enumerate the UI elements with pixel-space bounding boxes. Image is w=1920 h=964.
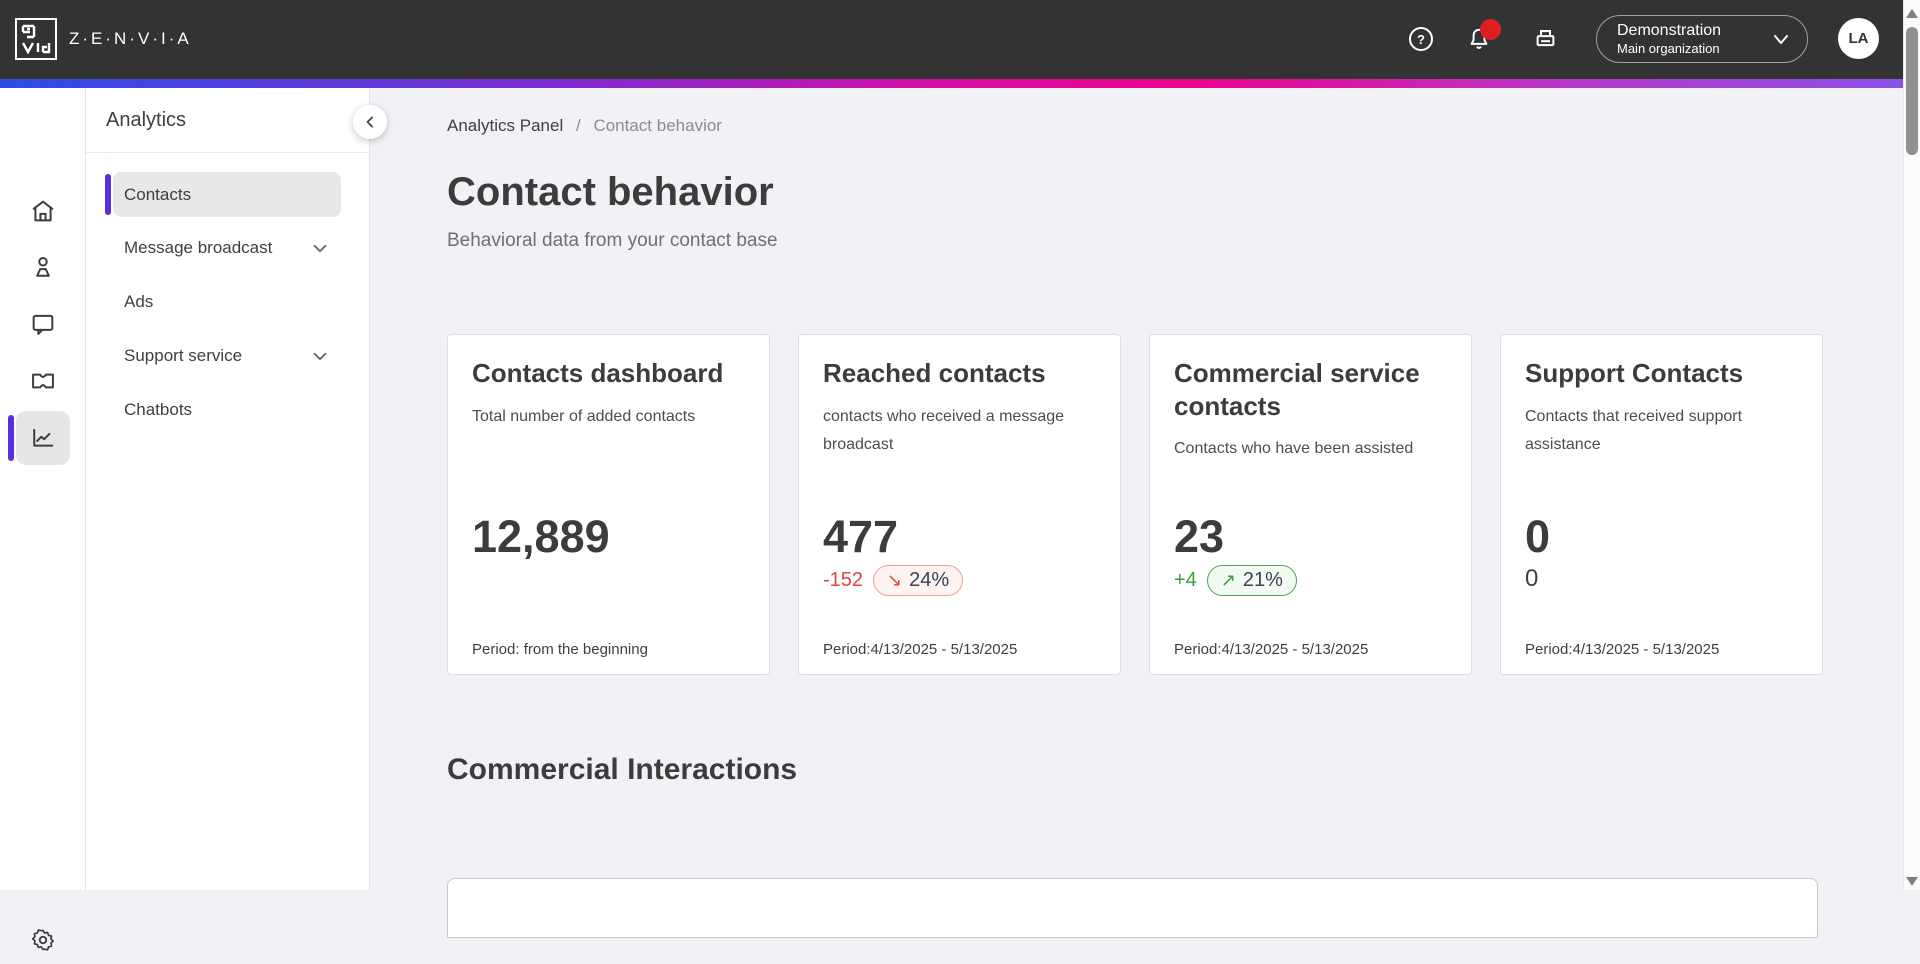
breadcrumb: Analytics Panel / Contact behavior — [447, 116, 722, 136]
breadcrumb-current: Contact behavior — [593, 116, 722, 135]
breadcrumb-separator: / — [576, 116, 581, 135]
svg-text:?: ? — [1417, 32, 1425, 47]
chevron-down-icon — [309, 345, 331, 367]
scrollbar-up-arrow[interactable] — [1906, 9, 1918, 18]
card-value: 477 — [823, 511, 898, 563]
home-icon[interactable] — [19, 187, 67, 235]
sidebar-item-message-broadcast[interactable]: Message broadcast — [113, 226, 341, 270]
chevron-left-icon — [360, 112, 380, 132]
card-reached-contacts: Reached contacts contacts who received a… — [798, 334, 1121, 675]
card-delta-row: +4 ↗ 21% — [1174, 565, 1297, 596]
active-rail-indicator — [8, 415, 14, 461]
contacts-icon[interactable] — [19, 243, 67, 291]
commercial-interactions-card — [447, 878, 1818, 938]
conversations-icon[interactable] — [19, 300, 67, 348]
sidebar-item-label: Message broadcast — [124, 238, 272, 258]
active-item-indicator — [105, 174, 111, 215]
brand-text: Z·E·N·V·I·A — [69, 29, 192, 49]
card-value: 0 — [1525, 511, 1550, 563]
card-contacts-dashboard: Contacts dashboard Total number of added… — [447, 334, 770, 675]
collapse-sidebar-button[interactable] — [353, 105, 387, 139]
sidebar-item-support-service[interactable]: Support service — [113, 334, 341, 378]
sidebar-title: Analytics — [106, 109, 186, 132]
card-period: Period:4/13/2025 - 5/13/2025 — [1525, 641, 1719, 658]
page-title: Contact behavior — [447, 170, 774, 215]
organization-switcher[interactable]: Demonstration Main organization — [1596, 15, 1808, 63]
printer-icon[interactable] — [1532, 26, 1558, 52]
notifications-bell-icon[interactable] — [1466, 26, 1492, 52]
sidebar-divider — [86, 152, 369, 153]
card-period: Period:4/13/2025 - 5/13/2025 — [1174, 641, 1368, 658]
card-commercial-service-contacts: Commercial service contacts Contacts who… — [1149, 334, 1472, 675]
trend-badge: ↗ 21% — [1207, 565, 1297, 596]
chevron-down-icon — [309, 237, 331, 259]
kpi-cards-row: Contacts dashboard Total number of added… — [447, 334, 1823, 675]
section-title-commercial-interactions: Commercial Interactions — [447, 753, 797, 787]
help-icon[interactable]: ? — [1408, 26, 1434, 52]
card-value: 23 — [1174, 511, 1224, 563]
delta-value: -152 — [823, 569, 863, 592]
card-delta-row: -152 ↘ 24% — [823, 565, 963, 596]
chevron-down-icon — [1769, 27, 1793, 51]
main-content: Analytics Panel / Contact behavior Conta… — [370, 88, 1903, 890]
trend-percent: 24% — [909, 569, 949, 592]
sidebar-item-label: Ads — [124, 292, 153, 312]
trend-down-icon: ↘ — [887, 570, 902, 591]
card-description: Total number of added contacts — [472, 403, 745, 432]
trend-up-icon: ↗ — [1221, 570, 1236, 591]
zenvia-logo-icon — [14, 17, 58, 61]
card-description: Contacts that received support assistanc… — [1525, 403, 1798, 461]
brand: Z·E·N·V·I·A — [14, 17, 192, 61]
top-bar: Z·E·N·V·I·A ? Demonstration Main organiz… — [0, 0, 1903, 79]
analytics-sidebar: Analytics Contacts Message broadcast Ads… — [86, 88, 370, 890]
organization-labels: Demonstration Main organization — [1617, 21, 1769, 57]
card-title: Support Contacts — [1525, 357, 1798, 390]
trend-percent: 21% — [1243, 569, 1283, 592]
delta-value: +4 — [1174, 569, 1197, 592]
card-period: Period:4/13/2025 - 5/13/2025 — [823, 641, 1017, 658]
card-description: Contacts who have been assisted — [1174, 435, 1447, 464]
organization-sub: Main organization — [1617, 41, 1769, 57]
vertical-scrollbar — [1903, 0, 1920, 890]
brand-gradient-bar — [0, 79, 1903, 88]
card-delta-row: 0 — [1525, 565, 1538, 593]
card-description: contacts who received a message broadcas… — [823, 403, 1096, 461]
breadcrumb-analytics-panel[interactable]: Analytics Panel — [447, 116, 563, 135]
sidebar-item-ads[interactable]: Ads — [113, 280, 341, 324]
card-value: 12,889 — [472, 511, 610, 563]
ticket-icon[interactable] — [19, 357, 67, 405]
card-title: Commercial service contacts — [1174, 357, 1447, 422]
scrollbar-thumb[interactable] — [1906, 27, 1918, 155]
notification-dot — [1480, 19, 1501, 40]
sidebar-item-contacts[interactable]: Contacts — [113, 172, 341, 217]
user-avatar[interactable]: LA — [1838, 18, 1879, 59]
delta-value: 0 — [1525, 565, 1538, 593]
analytics-icon[interactable] — [19, 414, 67, 462]
card-support-contacts: Support Contacts Contacts that received … — [1500, 334, 1823, 675]
card-period: Period: from the beginning — [472, 641, 648, 658]
sidebar-item-label: Support service — [124, 346, 242, 366]
trend-badge: ↘ 24% — [873, 565, 963, 596]
card-title: Reached contacts — [823, 357, 1096, 390]
page-subtitle: Behavioral data from your contact base — [447, 230, 778, 252]
settings-gear-icon[interactable] — [19, 916, 67, 964]
sidebar-item-label: Contacts — [124, 185, 191, 205]
card-title: Contacts dashboard — [472, 357, 745, 390]
icon-rail — [0, 88, 86, 890]
scrollbar-down-arrow[interactable] — [1906, 877, 1918, 886]
sidebar-item-label: Chatbots — [124, 400, 192, 420]
organization-name: Demonstration — [1617, 21, 1769, 41]
sidebar-item-chatbots[interactable]: Chatbots — [113, 388, 341, 432]
